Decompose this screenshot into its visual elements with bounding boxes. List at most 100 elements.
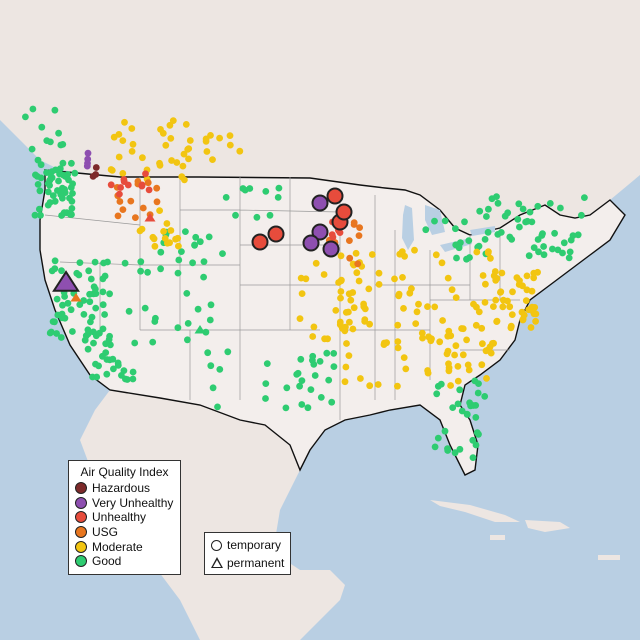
site-moderate[interactable]	[335, 279, 342, 286]
site-moderate[interactable]	[402, 365, 410, 373]
site-good[interactable]	[557, 204, 564, 212]
site-good[interactable]	[474, 389, 482, 397]
site-unhealthy-large[interactable]	[251, 233, 269, 251]
site-good[interactable]	[47, 328, 55, 336]
site-good[interactable]	[86, 290, 93, 298]
site-good[interactable]	[294, 369, 302, 377]
site-moderate[interactable]	[394, 344, 402, 352]
site-good[interactable]	[485, 205, 492, 213]
site-moderate[interactable]	[166, 239, 174, 247]
site-usg[interactable]	[153, 198, 161, 206]
site-good[interactable]	[44, 180, 52, 187]
site-moderate[interactable]	[400, 354, 408, 361]
site-good[interactable]	[68, 159, 75, 167]
site-good[interactable]	[554, 246, 562, 254]
site-moderate[interactable]	[383, 339, 390, 347]
site-good[interactable]	[125, 307, 133, 315]
site-moderate[interactable]	[157, 125, 164, 133]
site-good[interactable]	[92, 304, 100, 312]
site-moderate[interactable]	[464, 361, 472, 369]
site-good[interactable]	[51, 106, 59, 114]
site-moderate[interactable]	[438, 259, 446, 267]
site-good[interactable]	[253, 213, 261, 221]
site-moderate[interactable]	[499, 303, 507, 311]
site-moderate[interactable]	[345, 290, 353, 298]
site-good[interactable]	[57, 334, 65, 341]
site-good[interactable]	[200, 258, 208, 265]
site-good[interactable]	[71, 169, 79, 177]
site-good[interactable]	[283, 384, 291, 392]
site-very_unhealthy[interactable]	[84, 149, 92, 157]
site-good[interactable]	[475, 242, 483, 250]
site-good[interactable]	[43, 169, 50, 177]
site-good[interactable]	[431, 443, 439, 451]
site-usg[interactable]	[119, 206, 127, 214]
site-moderate[interactable]	[444, 274, 452, 282]
site-good[interactable]	[36, 205, 43, 213]
site-good[interactable]	[57, 141, 65, 149]
site-good[interactable]	[101, 272, 109, 280]
site-usg[interactable]	[153, 184, 161, 192]
site-hazardous[interactable]	[92, 171, 100, 178]
site-moderate[interactable]	[321, 335, 328, 343]
site-moderate[interactable]	[355, 277, 363, 285]
site-moderate[interactable]	[436, 338, 444, 346]
site-moderate[interactable]	[310, 323, 318, 331]
site-good[interactable]	[323, 349, 331, 357]
site-good[interactable]	[456, 445, 464, 453]
site-moderate[interactable]	[168, 157, 176, 164]
site-moderate[interactable]	[119, 137, 127, 145]
site-good[interactable]	[488, 195, 496, 203]
site-good[interactable]	[157, 248, 165, 256]
site-good[interactable]	[469, 454, 477, 461]
site-good[interactable]	[535, 248, 542, 256]
site-moderate[interactable]	[425, 333, 432, 341]
site-moderate[interactable]	[296, 315, 304, 322]
site-moderate[interactable]	[226, 141, 234, 149]
site-good[interactable]	[53, 330, 60, 337]
site-moderate[interactable]	[169, 117, 177, 124]
site-moderate[interactable]	[490, 303, 497, 310]
site-unhealthy[interactable]	[117, 184, 124, 191]
site-good[interactable]	[194, 305, 202, 313]
site-good[interactable]	[73, 269, 81, 277]
site-good[interactable]	[141, 304, 149, 312]
site-very_unhealthy-large[interactable]	[311, 194, 329, 212]
site-good[interactable]	[196, 238, 204, 246]
site-good[interactable]	[467, 402, 474, 410]
site-very_unhealthy-permanent[interactable]	[52, 270, 80, 292]
site-usg[interactable]	[116, 198, 124, 205]
site-moderate[interactable]	[400, 305, 407, 312]
site-good[interactable]	[61, 186, 68, 193]
site-good[interactable]	[151, 318, 159, 325]
site-good[interactable]	[298, 377, 306, 384]
site-good[interactable]	[452, 225, 459, 233]
site-good[interactable]	[28, 145, 36, 153]
site-good[interactable]	[103, 356, 111, 363]
site-good[interactable]	[262, 188, 270, 195]
site-moderate[interactable]	[432, 251, 440, 259]
site-good[interactable]	[93, 373, 101, 381]
site-good[interactable]	[69, 180, 76, 188]
site-good[interactable]	[437, 380, 445, 388]
site-good[interactable]	[473, 429, 481, 437]
site-moderate[interactable]	[459, 325, 467, 333]
site-moderate[interactable]	[375, 281, 383, 288]
site-moderate[interactable]	[445, 367, 453, 375]
site-good[interactable]	[207, 301, 215, 309]
site-good[interactable]	[578, 211, 585, 219]
site-good[interactable]	[330, 350, 338, 357]
site-moderate[interactable]	[216, 134, 224, 142]
site-good[interactable]	[472, 441, 480, 449]
site-unhealthy-large[interactable]	[326, 187, 344, 205]
site-good[interactable]	[524, 217, 531, 225]
site-moderate[interactable]	[342, 363, 350, 371]
site-good[interactable]	[51, 318, 58, 326]
site-good[interactable]	[472, 414, 480, 421]
site-good[interactable]	[80, 297, 88, 304]
site-good[interactable]	[110, 365, 117, 373]
site-good[interactable]	[515, 200, 523, 208]
site-good[interactable]	[262, 395, 269, 402]
site-moderate[interactable]	[342, 309, 350, 316]
site-good[interactable]	[69, 328, 76, 335]
